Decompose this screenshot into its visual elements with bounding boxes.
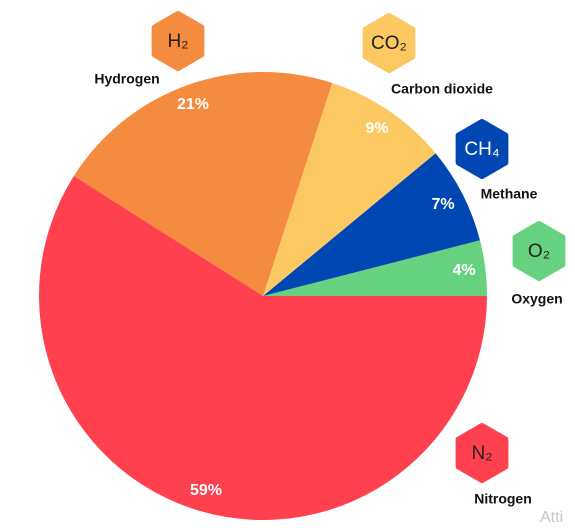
pie-slice bbox=[263, 153, 480, 296]
hexagon-icon bbox=[455, 119, 509, 179]
value-label: 59% bbox=[190, 482, 222, 499]
hexagon-icon bbox=[151, 11, 205, 71]
hexagon-icon bbox=[455, 423, 509, 483]
value-label: 4% bbox=[452, 262, 475, 279]
formula: O₂ bbox=[528, 241, 550, 262]
value-label: 9% bbox=[365, 120, 388, 137]
legend-label: Hydrogen bbox=[94, 71, 159, 87]
pie-slice bbox=[39, 175, 487, 520]
hexagon-icon bbox=[512, 221, 566, 281]
formula: H₂ bbox=[167, 31, 188, 52]
legend-label: Nitrogen bbox=[474, 491, 532, 507]
formula: N₂ bbox=[471, 443, 492, 464]
value-label: 21% bbox=[177, 96, 209, 113]
legend-label: Carbon dioxide bbox=[391, 81, 493, 97]
pie-slice bbox=[263, 82, 436, 296]
watermark: Atti bbox=[540, 509, 563, 526]
hexagon-icon bbox=[362, 13, 416, 73]
pie-slice bbox=[263, 240, 487, 296]
legend-label: Methane bbox=[481, 186, 538, 202]
legend-label: Oxygen bbox=[511, 291, 562, 307]
formula: CO₂ bbox=[371, 33, 407, 54]
pie-slice bbox=[73, 72, 333, 297]
value-label: 7% bbox=[431, 196, 454, 213]
formula: CH₄ bbox=[464, 139, 499, 160]
